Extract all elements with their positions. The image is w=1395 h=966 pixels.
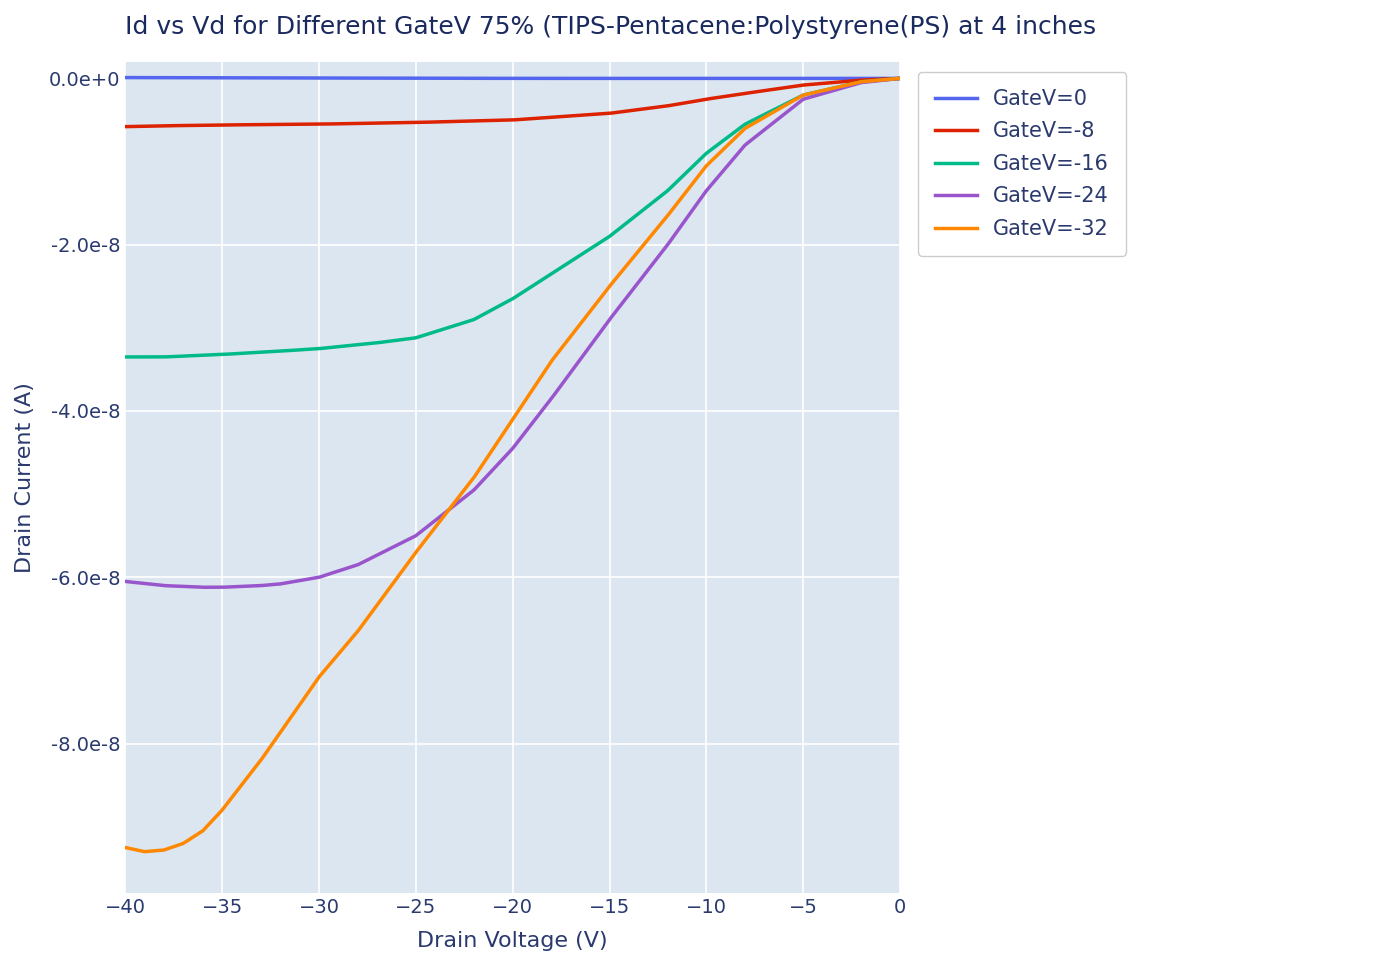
GateV=-32: [537, 363, 554, 375]
GateV=0: [752, 72, 769, 84]
GateV=0: [891, 72, 908, 84]
GateV=-32: [137, 846, 153, 858]
GateV=-24: [537, 400, 554, 412]
GateV=-24: [194, 582, 211, 593]
GateV=-16: [485, 303, 502, 315]
GateV=-16: [490, 300, 506, 312]
GateV=-16: [752, 111, 769, 123]
GateV=-24: [875, 74, 891, 86]
Line: GateV=-8: GateV=-8: [126, 78, 900, 127]
GateV=-24: [117, 576, 134, 587]
GateV=-8: [891, 72, 908, 84]
GateV=-32: [117, 841, 134, 853]
GateV=-32: [580, 308, 597, 320]
Line: GateV=-16: GateV=-16: [126, 78, 900, 357]
Y-axis label: Drain Current (A): Drain Current (A): [15, 383, 35, 573]
X-axis label: Drain Voltage (V): Drain Voltage (V): [417, 931, 608, 951]
GateV=-8: [578, 109, 594, 121]
GateV=0: [117, 71, 134, 83]
GateV=-8: [485, 115, 502, 127]
GateV=-16: [578, 245, 594, 257]
Line: GateV=-24: GateV=-24: [126, 78, 900, 587]
Legend: GateV=0, GateV=-8, GateV=-16, GateV=-24, GateV=-32: GateV=0, GateV=-8, GateV=-16, GateV=-24,…: [918, 72, 1126, 256]
GateV=-16: [891, 72, 908, 84]
GateV=-24: [491, 457, 508, 469]
GateV=-32: [491, 434, 508, 445]
GateV=-32: [891, 72, 908, 84]
GateV=-8: [752, 85, 769, 97]
GateV=0: [536, 72, 552, 84]
GateV=-32: [753, 113, 770, 125]
GateV=0: [873, 72, 890, 84]
GateV=-32: [487, 440, 504, 452]
GateV=-8: [536, 112, 552, 124]
GateV=-24: [487, 462, 504, 473]
GateV=-32: [875, 74, 891, 86]
GateV=-8: [490, 115, 506, 127]
Line: GateV=-32: GateV=-32: [126, 78, 900, 852]
GateV=-24: [891, 72, 908, 84]
Text: Id vs Vd for Different GateV 75% (TIPS-Pentacene:Polystyrene(PS) at 4 inches: Id vs Vd for Different GateV 75% (TIPS-P…: [126, 15, 1096, 39]
GateV=0: [485, 72, 502, 84]
GateV=-16: [117, 352, 134, 363]
GateV=-24: [580, 343, 597, 355]
GateV=-16: [873, 74, 890, 86]
GateV=-8: [873, 73, 890, 85]
GateV=-8: [117, 121, 134, 132]
GateV=-16: [536, 272, 552, 284]
GateV=0: [578, 72, 594, 84]
GateV=0: [490, 72, 506, 84]
GateV=-24: [753, 126, 770, 137]
